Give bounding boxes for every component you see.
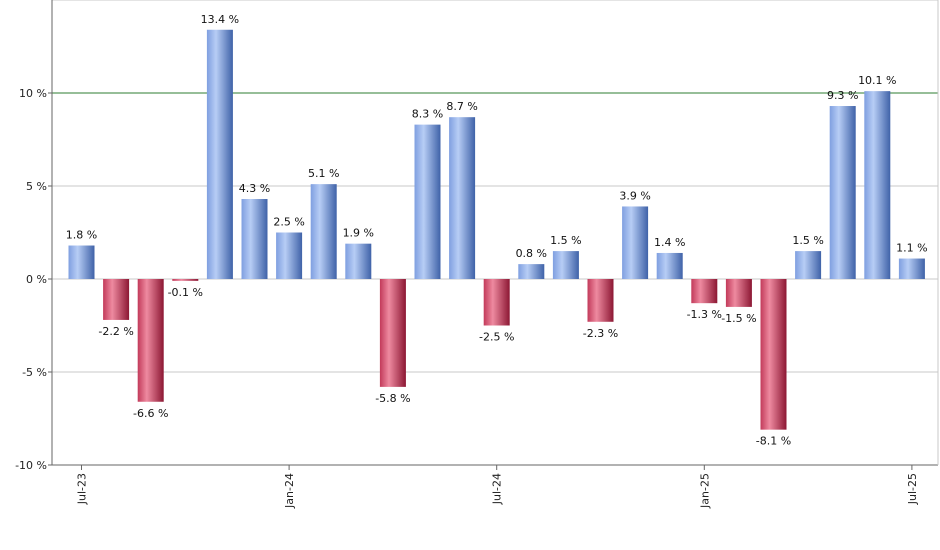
grid-layer <box>52 0 938 466</box>
x-tick-label: Jul-25 <box>906 473 919 505</box>
data-label: 13.4 % <box>201 13 239 26</box>
data-label: -8.1 % <box>756 435 791 448</box>
labels-layer: 1.8 % -2.2 % -6.6 % -0.1 % 13.4 % 4.3 % 2.5 % 5… <box>66 13 928 448</box>
bar <box>483 279 510 326</box>
bar <box>552 251 579 279</box>
bar <box>829 106 856 280</box>
bar <box>587 279 614 322</box>
x-tick-label: Jul-23 <box>76 473 89 505</box>
bar <box>345 243 372 279</box>
bar <box>449 117 476 280</box>
data-label: 10.1 % <box>858 74 896 87</box>
bar <box>760 279 787 430</box>
data-label: 0.8 % <box>516 247 547 260</box>
bar <box>68 245 95 279</box>
bar <box>310 184 337 279</box>
bar <box>898 258 925 279</box>
data-label: 1.9 % <box>343 227 374 240</box>
data-label: 8.7 % <box>446 100 477 113</box>
bar <box>206 29 233 280</box>
data-label: -5.8 % <box>375 392 410 405</box>
data-label: 3.9 % <box>619 189 650 202</box>
bar <box>241 199 268 279</box>
data-label: 5.1 % <box>308 167 339 180</box>
data-label: 8.3 % <box>412 108 443 121</box>
bar <box>137 279 164 402</box>
bar <box>414 124 441 280</box>
x-tick-label: Jul-24 <box>491 473 504 505</box>
y-tick-label: -5 % <box>22 366 47 379</box>
bar <box>103 279 130 320</box>
y-tick-label: -10 % <box>15 459 47 472</box>
data-label: -1.5 % <box>721 312 756 325</box>
y-tick-label: 0 % <box>26 273 47 286</box>
data-label: 1.5 % <box>792 234 823 247</box>
axis-layer: -10 % 5 % 0 % -5 % 10 % Jul-23 Jan-24 Jul-24 Jan… <box>15 0 939 509</box>
bar <box>795 251 822 279</box>
bar <box>864 91 891 279</box>
bar <box>276 232 303 279</box>
data-label: 1.5 % <box>550 234 581 247</box>
data-label: 9.3 % <box>827 89 858 102</box>
data-label: 1.1 % <box>896 242 927 255</box>
y-tick-label: 10 % <box>19 87 47 100</box>
bar <box>656 252 683 279</box>
data-label: 2.5 % <box>273 216 304 229</box>
bar <box>518 264 545 279</box>
y-tick-label: 5 % <box>26 180 47 193</box>
data-label: -0.1 % <box>168 286 203 299</box>
data-label: 1.8 % <box>66 229 97 242</box>
bar <box>172 279 199 281</box>
data-label: -2.2 % <box>98 325 133 338</box>
bars-layer <box>68 29 925 430</box>
data-label: -1.3 % <box>687 308 722 321</box>
data-label: 1.4 % <box>654 236 685 249</box>
data-label: -6.6 % <box>133 407 168 420</box>
data-label: -2.5 % <box>479 331 514 344</box>
bar <box>725 279 752 307</box>
x-tick-label: Jan-25 <box>698 473 711 509</box>
data-label: -2.3 % <box>583 327 618 340</box>
bar <box>691 279 718 304</box>
x-tick-label: Jan-24 <box>283 473 296 509</box>
bar <box>379 279 406 387</box>
bar <box>622 206 649 279</box>
data-label: 4.3 % <box>239 182 270 195</box>
